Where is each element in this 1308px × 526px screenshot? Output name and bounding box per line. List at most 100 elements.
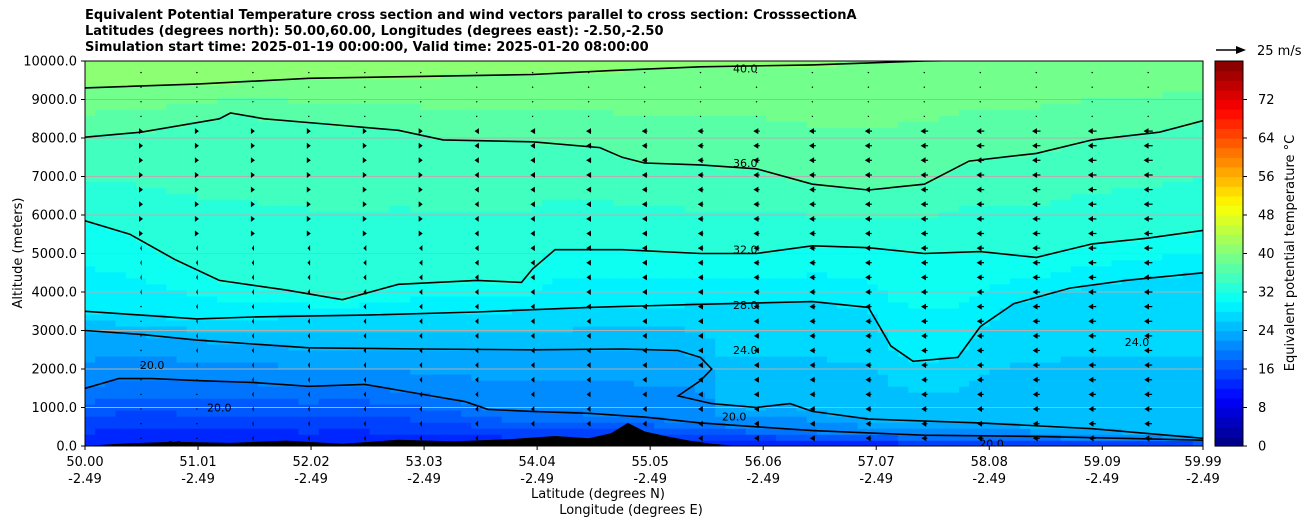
field-cell [806, 85, 818, 92]
field-cell [247, 151, 259, 159]
field-cell [85, 163, 96, 171]
field-cell [440, 217, 452, 225]
field-cell [125, 295, 137, 303]
field-cell [379, 253, 391, 261]
field-cell [318, 295, 330, 303]
field-cell [776, 427, 788, 435]
field-cell [298, 301, 310, 309]
field-cell [796, 355, 808, 363]
field-cell [654, 67, 666, 74]
field-cell [379, 163, 391, 171]
field-cell [115, 163, 127, 171]
field-cell [501, 133, 513, 141]
field-cell [725, 265, 737, 273]
field-cell [826, 367, 838, 375]
field-cell [176, 307, 188, 315]
field-cell [176, 241, 188, 249]
field-cell [542, 409, 554, 417]
field-cell [145, 325, 157, 333]
field-cell [542, 379, 554, 387]
field-cell [613, 145, 625, 153]
field-cell [440, 61, 452, 68]
field-cell [735, 385, 747, 393]
field-cell [532, 229, 544, 237]
field-cell [684, 169, 696, 177]
field-cell [328, 91, 340, 98]
field-cell [674, 217, 686, 225]
field-cell [379, 259, 391, 267]
field-cell [95, 391, 107, 399]
field-cell [227, 259, 239, 267]
field-cell [491, 265, 503, 273]
field-cell [430, 331, 442, 339]
field-cell [735, 205, 747, 213]
field-cell [400, 421, 412, 429]
field-cell [826, 103, 838, 110]
field-cell [125, 127, 137, 134]
field-cell [786, 85, 798, 92]
field-cell [267, 319, 279, 327]
field-cell [735, 109, 747, 116]
field-cell [776, 253, 788, 261]
field-cell [125, 331, 137, 339]
field-cell [298, 67, 310, 74]
field-cell [145, 181, 157, 189]
field-cell [166, 289, 178, 297]
field-cell [511, 193, 523, 201]
field-cell [532, 91, 544, 98]
field-cell [603, 343, 615, 351]
field-cell [186, 133, 198, 141]
field-cell [196, 391, 208, 399]
field-cell [145, 277, 157, 285]
field-cell [644, 379, 655, 387]
field-cell [522, 109, 533, 116]
field-cell [471, 325, 483, 333]
field-cell [379, 313, 391, 321]
field-cell [735, 343, 747, 351]
field-cell [196, 127, 208, 134]
field-cell [704, 283, 716, 291]
field-cell [491, 427, 503, 435]
field-cell [105, 79, 117, 86]
field-cell [806, 193, 818, 201]
field-cell [278, 121, 290, 128]
field-cell [674, 295, 686, 303]
field-cell [816, 169, 828, 177]
field-cell [359, 103, 371, 110]
field-cell [847, 241, 859, 249]
field-cell [765, 331, 777, 339]
field-cell [694, 109, 706, 116]
field-cell [623, 283, 635, 291]
field-cell [288, 217, 300, 225]
field-cell [298, 133, 310, 141]
field-cell [450, 181, 462, 189]
field-cell [349, 223, 361, 231]
field-cell [237, 91, 249, 98]
field-cell [491, 139, 503, 147]
field-cell [593, 355, 605, 363]
field-cell [267, 91, 279, 98]
field-cell [857, 235, 869, 243]
field-cell [257, 325, 269, 333]
field-cell [420, 109, 432, 116]
field-cell [715, 379, 727, 387]
field-cell [867, 109, 879, 116]
field-cell [725, 91, 737, 98]
field-cell [400, 319, 412, 327]
field-cell [298, 97, 310, 104]
field-cell [359, 319, 371, 327]
field-cell [837, 265, 849, 273]
field-cell [186, 277, 198, 285]
field-cell [532, 367, 544, 375]
field-cell [247, 121, 259, 128]
field-cell [257, 415, 269, 423]
field-cell [694, 325, 706, 333]
field-cell [176, 181, 188, 189]
field-cell [176, 67, 188, 74]
field-cell [715, 277, 727, 285]
field-cell [704, 343, 716, 351]
field-cell [339, 433, 351, 441]
field-cell [420, 307, 432, 315]
field-cell [715, 391, 727, 399]
field-cell [471, 73, 483, 80]
